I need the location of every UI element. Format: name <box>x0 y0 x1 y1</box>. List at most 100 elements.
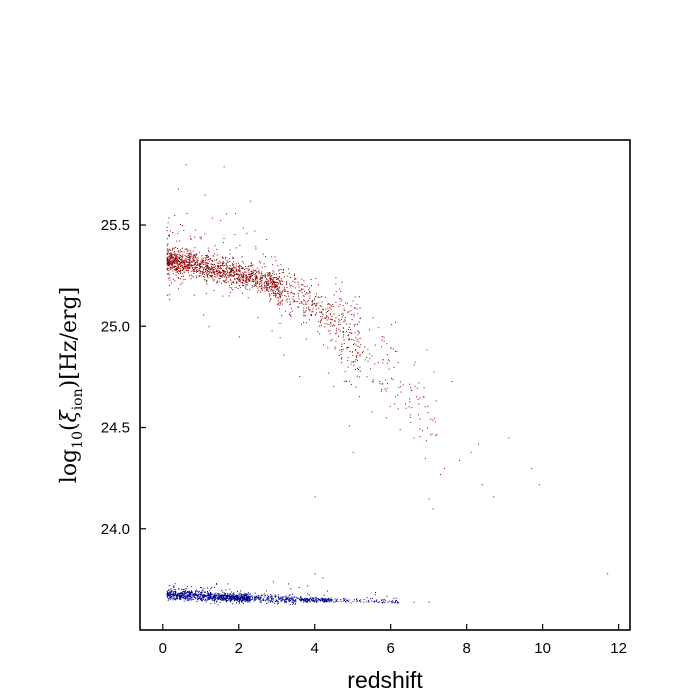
point-upper <box>352 451 354 453</box>
point-upper <box>166 261 168 263</box>
point-lower <box>291 599 293 601</box>
point-lower <box>214 602 216 604</box>
point-upper <box>277 278 279 280</box>
point-upper <box>271 285 273 287</box>
point-upper <box>173 256 175 258</box>
point-upper <box>277 277 279 279</box>
point-upper <box>283 354 285 356</box>
point-upper <box>195 265 197 267</box>
point-upper <box>394 350 396 352</box>
point-upper <box>206 265 208 267</box>
point-upper <box>333 294 335 296</box>
point-lower <box>235 595 237 597</box>
point-upper <box>251 273 253 275</box>
point-lower <box>259 600 261 602</box>
point-upper <box>212 261 214 263</box>
point-upper <box>289 283 291 285</box>
point-upper <box>231 264 233 266</box>
point-upper <box>344 371 346 373</box>
point-upper <box>372 381 374 383</box>
point-upper <box>354 332 356 334</box>
point-upper <box>193 264 195 266</box>
point-upper <box>349 331 351 333</box>
point-lower <box>213 586 215 588</box>
point-lower <box>185 596 187 598</box>
point-upper <box>251 287 253 289</box>
point-upper <box>269 273 271 275</box>
point-upper <box>303 312 305 313</box>
point-upper <box>228 267 230 269</box>
point-lower <box>205 598 206 600</box>
point-upper <box>166 268 168 270</box>
point-lower <box>312 600 314 602</box>
point-upper <box>213 269 214 271</box>
point-lower <box>254 599 256 601</box>
point-upper <box>235 212 236 214</box>
point-lower <box>267 601 269 603</box>
point-upper <box>192 269 194 271</box>
point-upper <box>173 262 175 264</box>
point-lower <box>210 597 211 598</box>
point-upper <box>232 256 234 258</box>
point-upper <box>231 275 233 277</box>
point-upper <box>193 294 195 296</box>
point-upper <box>189 253 191 255</box>
point-upper <box>371 355 373 357</box>
point-upper <box>235 274 237 276</box>
point-lower <box>340 601 342 603</box>
point-lower <box>240 594 242 596</box>
point-lower <box>203 591 205 593</box>
point-lower <box>244 597 246 599</box>
point-upper <box>176 261 178 263</box>
point-upper <box>262 253 264 255</box>
point-lower <box>298 587 300 588</box>
point-upper <box>328 310 330 312</box>
point-upper <box>320 320 322 322</box>
point-upper <box>334 348 336 350</box>
point-upper <box>215 274 217 276</box>
point-upper <box>273 291 275 293</box>
point-lower <box>179 599 181 601</box>
point-upper <box>225 273 227 275</box>
point-upper <box>201 272 203 274</box>
point-upper <box>279 294 281 295</box>
point-upper <box>193 264 195 266</box>
point-upper <box>223 262 225 264</box>
point-upper <box>184 279 186 280</box>
point-upper <box>220 272 222 273</box>
point-upper <box>177 257 179 259</box>
point-upper <box>265 283 267 285</box>
point-lower <box>179 595 181 596</box>
point-upper <box>201 261 203 263</box>
point-lower <box>313 601 315 603</box>
point-upper <box>312 303 314 305</box>
point-upper <box>235 269 237 271</box>
point-lower <box>202 596 204 598</box>
point-upper <box>202 267 204 269</box>
point-lower <box>292 599 294 601</box>
point-upper <box>315 305 317 307</box>
point-upper <box>202 269 204 270</box>
point-lower <box>193 593 195 595</box>
point-upper <box>273 283 275 285</box>
point-upper <box>281 300 283 302</box>
point-lower <box>217 594 219 596</box>
point-upper <box>179 258 180 259</box>
point-upper <box>335 283 337 285</box>
point-upper <box>298 298 300 300</box>
point-upper <box>354 343 356 345</box>
point-upper <box>358 296 360 298</box>
point-upper <box>397 361 399 363</box>
point-lower <box>309 599 310 601</box>
point-upper <box>354 349 356 350</box>
point-upper <box>190 253 192 255</box>
point-lower <box>309 601 311 603</box>
point-upper <box>411 390 413 392</box>
point-upper <box>245 266 247 267</box>
point-upper <box>435 400 437 402</box>
point-lower <box>307 598 309 600</box>
point-upper <box>331 316 333 317</box>
point-upper <box>195 275 197 277</box>
y-tick-label: 24.0 <box>101 521 130 538</box>
point-lower <box>222 595 224 597</box>
